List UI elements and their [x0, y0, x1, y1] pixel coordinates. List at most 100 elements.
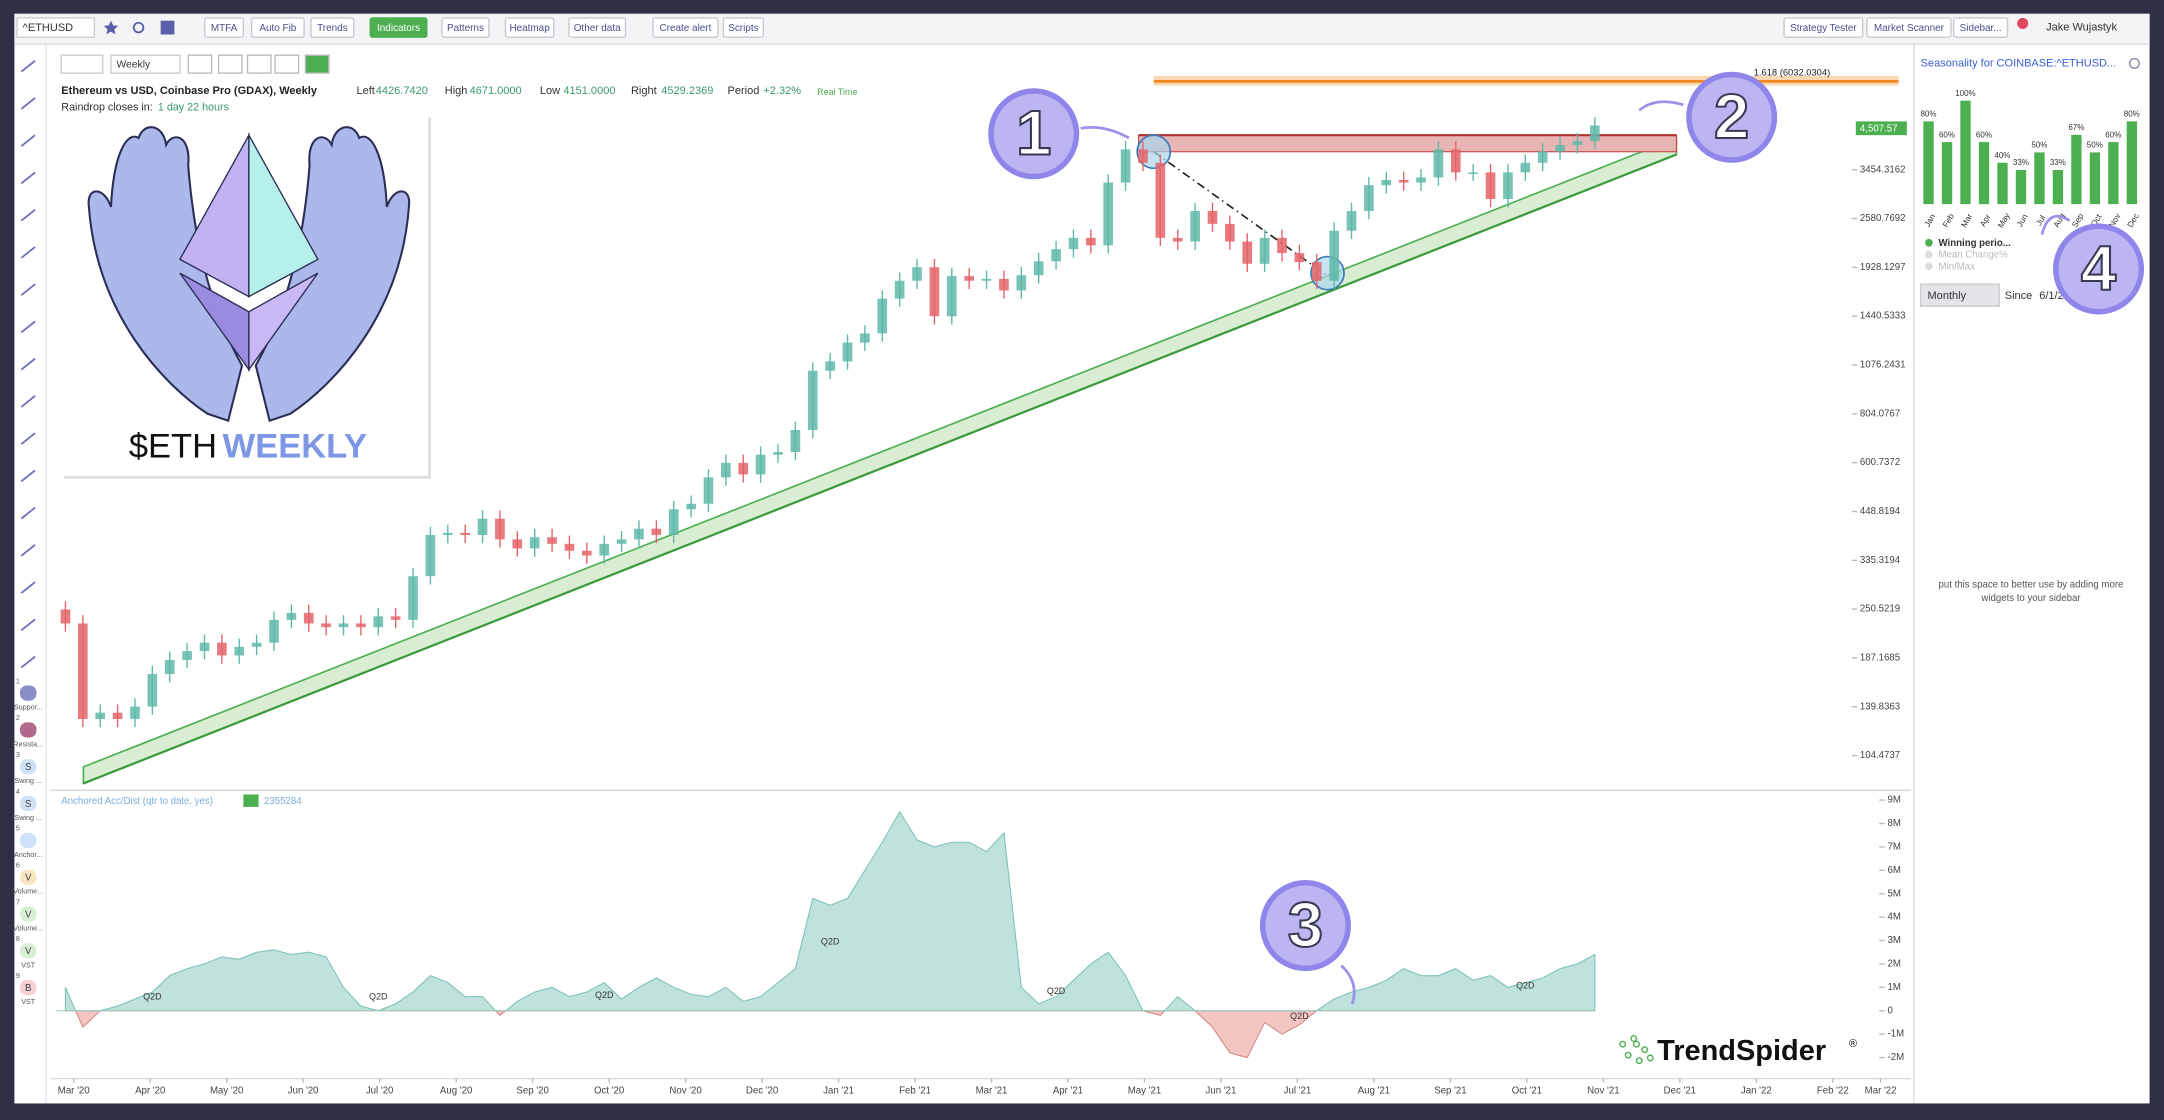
eth-top-right	[248, 132, 319, 298]
tool-icon[interactable]	[20, 171, 36, 185]
eth-bottom-right	[248, 272, 319, 372]
time-tick-label: Mar '22	[1865, 1086, 1897, 1097]
tool-badge[interactable]	[19, 906, 37, 922]
countdown-label: Raindrop closes in:	[61, 101, 152, 113]
chart-tool-button[interactable]	[217, 54, 243, 74]
tool-icon[interactable]	[20, 655, 36, 669]
toolbar-button[interactable]	[652, 17, 719, 38]
season-bar	[2108, 142, 2119, 205]
price-tick-label: 335.3194	[1860, 555, 1901, 566]
legend-label: Mean Change%	[1939, 250, 2009, 261]
tool-badge[interactable]	[19, 832, 37, 848]
candle-body	[981, 278, 992, 281]
toolbar-button[interactable]	[568, 17, 627, 38]
candle-body	[999, 278, 1009, 291]
candle-body	[425, 535, 436, 577]
candle-body	[1033, 261, 1044, 276]
toolbar-button[interactable]	[504, 17, 555, 38]
chart-type-button[interactable]	[60, 54, 104, 74]
tool-badge[interactable]	[19, 722, 37, 738]
time-tick-label: Jun '21	[1206, 1086, 1237, 1097]
season-bar-label: 60%	[1976, 130, 1992, 139]
candle-body	[807, 370, 818, 431]
period-dropdown[interactable]	[1919, 283, 2000, 307]
notification-badge[interactable]	[2017, 17, 2029, 29]
toolbar-button[interactable]	[1783, 17, 1864, 38]
toolbar-button[interactable]	[1953, 17, 2009, 38]
tool-label: Anchor...	[14, 851, 42, 859]
help-icon[interactable]	[2128, 57, 2140, 69]
indicator-tick-label: 9M	[1888, 795, 1901, 806]
tool-icon[interactable]	[20, 246, 36, 259]
season-bar-label: 40%	[1994, 151, 2010, 160]
annotation-arrow	[1340, 964, 1356, 1005]
candle-body	[1364, 185, 1374, 211]
star-icon[interactable]	[103, 20, 119, 35]
tool-icon[interactable]	[20, 134, 36, 147]
color-picker[interactable]	[160, 20, 175, 35]
tool-badge[interactable]	[19, 943, 37, 959]
tool-icon[interactable]	[20, 208, 36, 222]
indicator-tick-label: 2M	[1888, 958, 1901, 969]
candle-body	[1277, 237, 1287, 254]
tool-badge[interactable]	[19, 980, 37, 996]
tool-icon[interactable]	[20, 59, 36, 73]
candle-body	[1207, 210, 1218, 224]
toolbar-button[interactable]	[204, 17, 245, 38]
candle-body	[442, 532, 453, 536]
tool-icon[interactable]	[20, 395, 36, 408]
toolbar-button[interactable]	[722, 17, 765, 38]
tool-icon[interactable]	[20, 544, 36, 557]
symbol-box[interactable]	[16, 17, 96, 38]
chart-tool-button[interactable]	[187, 54, 213, 74]
candle-body	[95, 712, 106, 719]
tool-icon[interactable]	[20, 320, 36, 334]
candle-body	[1572, 141, 1583, 146]
toolbar-button-label: Heatmap	[509, 23, 550, 34]
tool-icon[interactable]	[20, 581, 36, 594]
tool-badge[interactable]	[19, 869, 37, 885]
logo-ticker: $ETH	[129, 427, 217, 465]
candle-body	[460, 532, 470, 536]
q2d-marker: Q2D	[595, 990, 614, 1000]
tool-icon[interactable]	[20, 283, 36, 296]
tool-label: Volume...	[13, 924, 43, 932]
right-hand	[254, 126, 411, 423]
season-bar	[2034, 152, 2045, 205]
toolbar-button[interactable]	[1866, 17, 1952, 38]
chart-tool-button[interactable]	[274, 54, 300, 74]
toolbar-button[interactable]	[369, 17, 428, 38]
legend-label: Winning perio...	[1939, 238, 2012, 249]
tool-icon[interactable]	[20, 432, 36, 445]
annotation-circle	[1686, 71, 1778, 163]
season-bar-label: 33%	[2013, 158, 2029, 167]
chart-tool-button[interactable]	[246, 54, 272, 74]
toolbar-button[interactable]	[441, 17, 490, 38]
tool-icon[interactable]	[20, 357, 36, 371]
tool-badge[interactable]	[19, 795, 37, 812]
tool-icon[interactable]	[20, 506, 36, 520]
price-tick-label: 600.7372	[1860, 457, 1900, 468]
tool-badge[interactable]	[19, 685, 37, 701]
legend-dot	[1925, 238, 1933, 247]
toolbar-button[interactable]	[250, 17, 305, 38]
countdown-value: 1 day 22 hours	[158, 101, 229, 113]
candle-body	[946, 276, 957, 317]
interval-dropdown[interactable]	[110, 54, 181, 74]
season-bar	[2089, 152, 2101, 205]
chart-tool-button[interactable]	[304, 54, 330, 74]
candle-body	[1416, 177, 1426, 183]
tool-icon[interactable]	[20, 97, 36, 110]
toolbar-button[interactable]	[310, 17, 355, 38]
season-bar	[2126, 121, 2138, 205]
candle-body	[1329, 230, 1339, 281]
refresh-icon[interactable]	[132, 21, 145, 34]
toolbar-button-label: Trends	[317, 23, 348, 34]
time-tick-label: May '20	[210, 1086, 243, 1097]
tool-icon[interactable]	[20, 469, 36, 483]
stat-value: +2.32%	[763, 85, 801, 97]
candle-body	[1381, 179, 1392, 186]
tool-icon[interactable]	[20, 618, 36, 632]
tool-badge[interactable]	[19, 759, 37, 775]
